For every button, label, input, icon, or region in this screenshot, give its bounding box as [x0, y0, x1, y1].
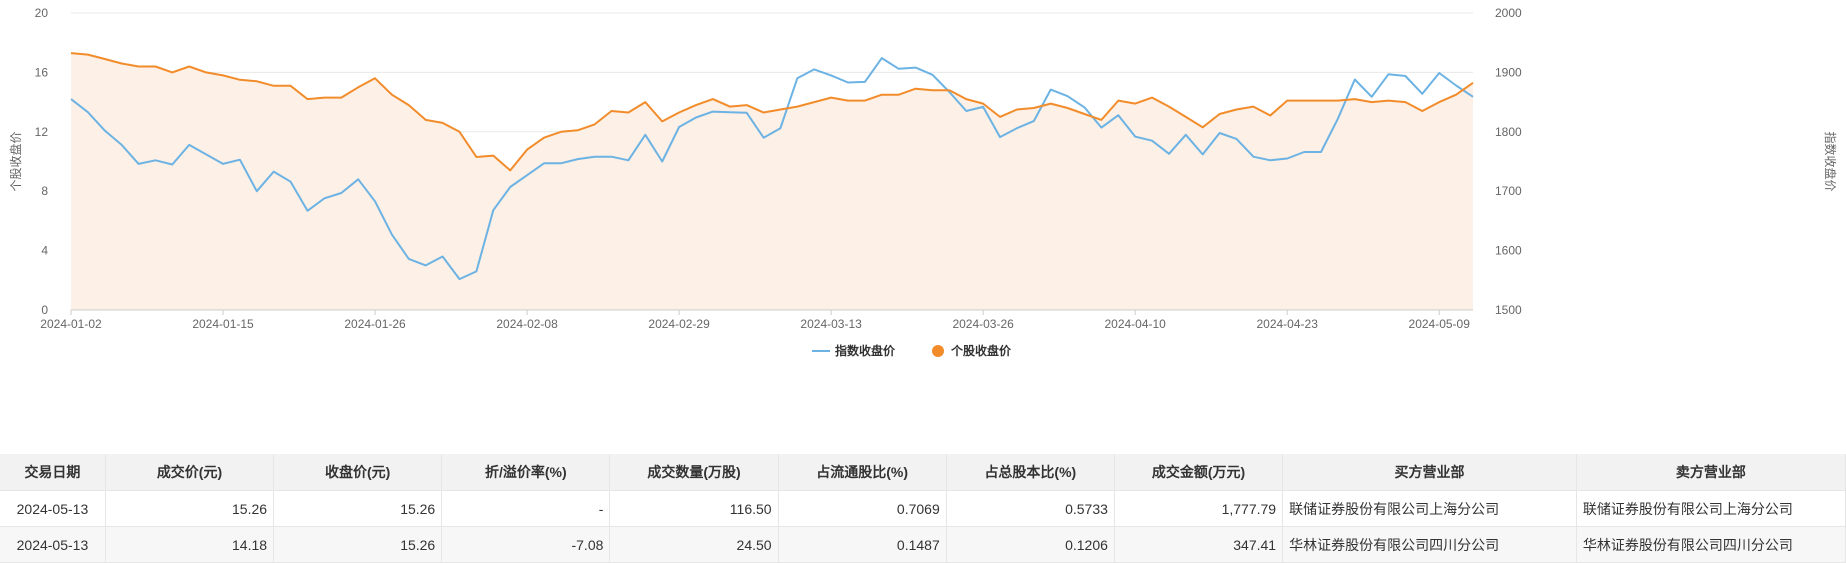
left-axis-title: 个股收盘价 — [8, 131, 23, 191]
left-tick-label: 12 — [35, 125, 49, 139]
right-tick-label: 1500 — [1495, 303, 1522, 317]
header-total-ratio: 占总股本比(%) — [946, 454, 1115, 491]
header-trade-date: 交易日期 — [0, 454, 106, 491]
stock-close-line — [70, 52, 1474, 172]
right-tick-label: 1600 — [1495, 244, 1522, 258]
left-tick-label: 20 — [35, 6, 49, 20]
x-tick-label: 2024-01-15 — [192, 317, 254, 331]
cell-premium-rate: - — [441, 490, 611, 527]
cell-close-price: 15.26 — [273, 490, 443, 527]
right-tick-label: 1800 — [1495, 125, 1522, 139]
left-tick-label: 0 — [41, 303, 48, 317]
x-tick-label: 2024-01-02 — [40, 317, 102, 331]
cell-volume: 24.50 — [609, 526, 779, 563]
table-header-row: 交易日期 成交价(元) 收盘价(元) 折/溢价率(%) 成交数量(万股) 占流通… — [0, 454, 1846, 491]
x-tick-label: 2024-03-13 — [800, 317, 862, 331]
right-tick-label: 1900 — [1495, 65, 1522, 79]
left-tick-label: 8 — [41, 184, 48, 198]
right-tick-label: 2000 — [1495, 6, 1522, 20]
x-tick-label: 2024-04-10 — [1104, 317, 1166, 331]
cell-buyer[interactable]: 联储证券股份有限公司上海分公司 — [1282, 490, 1577, 527]
stock-area — [71, 53, 1473, 310]
cell-amount: 347.41 — [1114, 526, 1284, 563]
x-tick-label: 2024-01-26 — [344, 317, 406, 331]
header-premium-rate: 折/溢价率(%) — [441, 454, 611, 491]
cell-seller[interactable]: 华林证券股份有限公司四川分公司 — [1576, 526, 1846, 563]
right-axis-title: 指数收盘价 — [1823, 131, 1838, 191]
header-close-price: 收盘价(元) — [273, 454, 443, 491]
cell-volume: 116.50 — [609, 490, 779, 527]
header-volume: 成交数量(万股) — [609, 454, 779, 491]
cell-total-ratio: 0.1206 — [946, 526, 1115, 563]
header-float-ratio: 占流通股比(%) — [778, 454, 947, 491]
legend[interactable]: 指数收盘价 个股收盘价 — [812, 343, 1012, 358]
cell-premium-rate: -7.08 — [441, 526, 611, 563]
legend-stock-label: 个股收盘价 — [950, 343, 1012, 358]
x-tick-label: 2024-02-29 — [648, 317, 710, 331]
index-close-line — [70, 57, 1474, 281]
right-tick-label: 1700 — [1495, 184, 1522, 198]
x-tick-label: 2024-02-08 — [496, 317, 558, 331]
cell-float-ratio: 0.7069 — [778, 490, 947, 527]
header-buyer: 买方营业部 — [1282, 454, 1577, 491]
stock-area-fill — [71, 53, 1473, 310]
block-trade-table: 交易日期 成交价(元) 收盘价(元) 折/溢价率(%) 成交数量(万股) 占流通… — [0, 454, 1846, 563]
cell-trade-date: 2024-05-13 — [0, 526, 106, 563]
x-tick-label: 2024-03-26 — [952, 317, 1014, 331]
header-deal-price: 成交价(元) — [105, 454, 275, 491]
cell-deal-price: 14.18 — [105, 526, 275, 563]
cell-amount: 1,777.79 — [1114, 490, 1284, 527]
cell-seller[interactable]: 联储证券股份有限公司上海分公司 — [1576, 490, 1846, 527]
cell-total-ratio: 0.5733 — [946, 490, 1115, 527]
cell-close-price: 15.26 — [273, 526, 443, 563]
legend-stock-dot-icon — [932, 345, 944, 357]
table-row: 2024-05-13 14.18 15.26 -7.08 24.50 0.148… — [0, 526, 1846, 563]
table-row: 2024-05-13 15.26 15.26 - 116.50 0.7069 0… — [0, 490, 1846, 527]
chart-svg: 0 4 8 12 16 20 1500 1600 1700 1800 1900 2000 2024-01… — [8, 6, 1838, 358]
cell-buyer[interactable]: 华林证券股份有限公司四川分公司 — [1282, 526, 1577, 563]
price-chart: 0 4 8 12 16 20 1500 1600 1700 1800 1900 2000 2024-01… — [8, 6, 1838, 358]
x-tick-label: 2024-05-09 — [1409, 317, 1471, 331]
series-lines — [70, 52, 1474, 281]
axes: 0 4 8 12 16 20 1500 1600 1700 1800 1900 2000 2024-01… — [8, 6, 1838, 331]
cell-trade-date: 2024-05-13 — [0, 490, 106, 527]
cell-float-ratio: 0.1487 — [778, 526, 947, 563]
legend-index-label: 指数收盘价 — [835, 343, 896, 358]
header-seller: 卖方营业部 — [1576, 454, 1846, 491]
cell-deal-price: 15.26 — [105, 490, 275, 527]
x-tick-label: 2024-04-23 — [1256, 317, 1318, 331]
left-tick-label: 16 — [35, 65, 49, 79]
header-amount: 成交金额(万元) — [1114, 454, 1284, 491]
left-tick-label: 4 — [41, 244, 48, 258]
